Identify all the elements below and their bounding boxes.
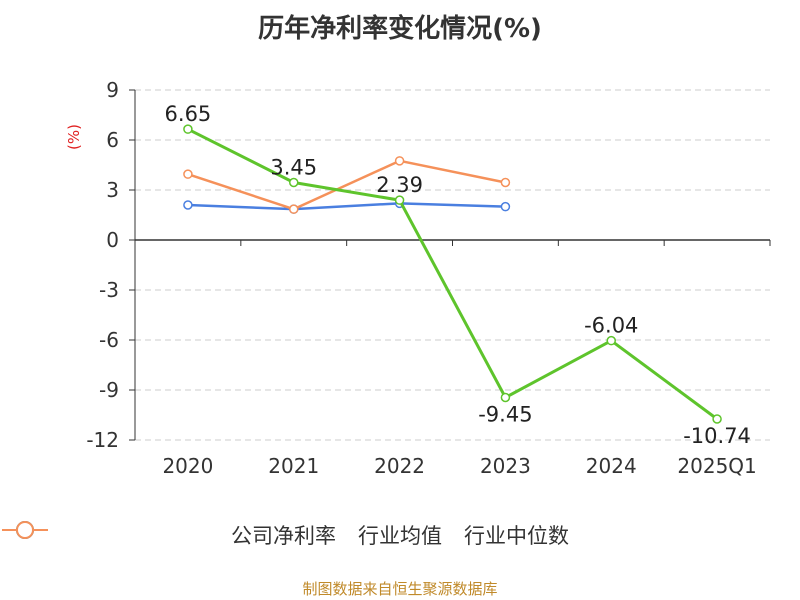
data-point-2 — [289, 204, 299, 214]
x-tick-label: 2023 — [480, 454, 531, 478]
data-label: 6.65 — [165, 102, 212, 126]
x-tick-label: 2020 — [162, 454, 213, 478]
legend-marker-industry-median — [2, 521, 48, 539]
y-tick-label: -3 — [99, 278, 119, 302]
data-point-0 — [606, 335, 616, 346]
legend: 公司净利率 行业均值 行业中位数 — [0, 520, 800, 550]
data-label: 2.39 — [376, 173, 423, 197]
x-tick-label: 2021 — [268, 454, 319, 478]
series-line-2 — [187, 159, 506, 211]
data-point-2 — [394, 156, 405, 166]
x-tick-label: 2024 — [586, 454, 637, 478]
y-tick-label: -9 — [99, 378, 119, 402]
data-point-0 — [289, 177, 299, 188]
data-point-2 — [500, 177, 511, 188]
series-line-1 — [187, 202, 506, 211]
legend-label-industry-mean: 行业均值 — [358, 524, 442, 548]
data-label: -6.04 — [584, 314, 638, 338]
legend-label-company: 公司净利率 — [231, 524, 336, 548]
x-tick-label: 2025Q1 — [677, 454, 756, 478]
data-point-0 — [500, 392, 511, 403]
y-tick-label: 6 — [106, 128, 119, 152]
data-point-0 — [183, 124, 193, 134]
legend-item-industry-median[interactable]: 行业中位数 — [2, 520, 569, 550]
x-tick-label: 2022 — [374, 454, 425, 478]
y-tick-label: -6 — [99, 328, 119, 352]
series-line-0 — [187, 127, 718, 421]
data-point-2 — [183, 169, 193, 179]
data-point-1 — [183, 200, 193, 210]
data-point-0 — [394, 195, 405, 205]
y-tick-label: -12 — [86, 428, 119, 452]
y-tick-label: 3 — [106, 178, 119, 202]
data-point-1 — [500, 201, 511, 212]
legend-label-industry-median: 行业中位数 — [464, 524, 569, 548]
legend-item-industry-mean[interactable]: 行业均值 — [2, 520, 442, 550]
legend-item-company[interactable]: 公司净利率 — [2, 520, 336, 550]
y-tick-label: 0 — [106, 228, 119, 252]
data-point-0 — [712, 414, 722, 424]
data-source-note: 制图数据来自恒生聚源数据库 — [302, 580, 498, 598]
data-label: 3.45 — [270, 156, 317, 180]
chart-title: 历年净利率变化情况(%) — [258, 14, 542, 44]
data-label: -10.74 — [683, 424, 751, 448]
y-tick-label: 9 — [106, 78, 119, 102]
data-label: -9.45 — [478, 403, 532, 427]
